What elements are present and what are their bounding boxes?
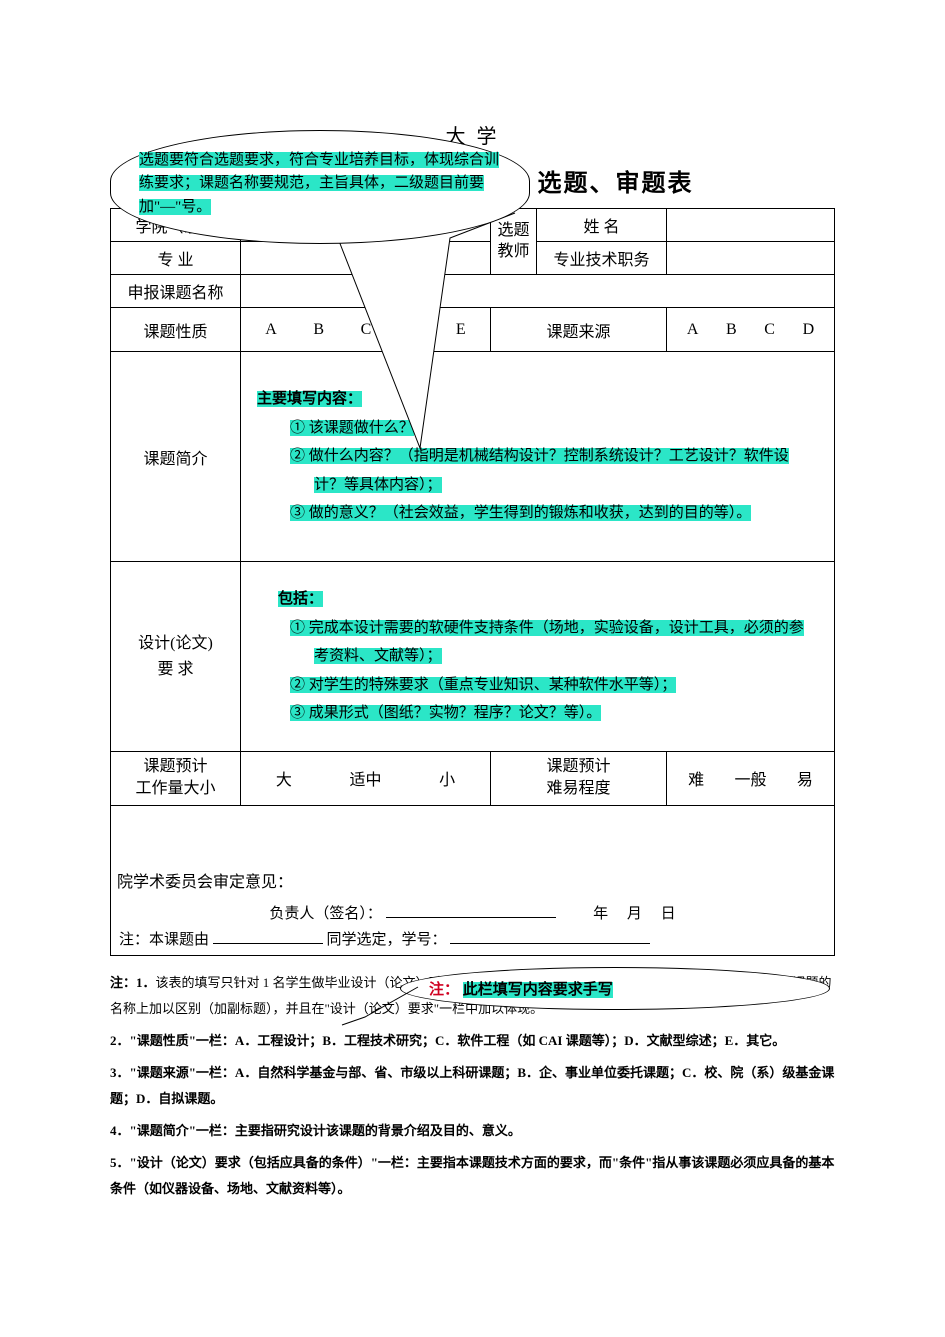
callout-top: 选题要符合选题要求，符合专业培养目标，体现综合训练要求；课题名称要规范，主旨具体… (110, 130, 530, 244)
form-table: 学院（系） 选题教师 姓 名 专 业 专业技术职务 申报课题名称 课题性质 A … (110, 208, 835, 956)
opt[interactable]: C (361, 321, 372, 339)
opt[interactable]: A (265, 321, 277, 339)
committee-sign-line: 负责人（签名）： 年 月 日 (111, 902, 834, 923)
field-workload[interactable]: 大 适中 小 (241, 752, 491, 806)
label-name: 姓 名 (537, 209, 667, 242)
committee-note-prefix: 注： (429, 982, 459, 998)
field-name[interactable] (667, 209, 835, 242)
field-topic-name[interactable] (241, 275, 835, 308)
label-req: 设计(论文) 要 求 (111, 562, 241, 752)
assign-line: 注：本课题由 同学选定，学号： (119, 928, 826, 949)
opt[interactable]: 难 (688, 766, 704, 790)
footnote-5: 5．"设计（论文）要求（包括应具备的条件）"一栏：主要指本课题技术方面的要求，而… (110, 1150, 835, 1202)
intro-heading: 主要填写内容： (257, 391, 362, 407)
label-major: 专 业 (111, 242, 241, 275)
opt[interactable]: D (408, 321, 420, 339)
opt[interactable]: 小 (439, 766, 455, 790)
label-difficulty: 课题预计 难易程度 (491, 752, 667, 806)
intro-item: ② 做什么内容？（指明是机械结构设计？控制系统设计？工艺设计？软件设计？等具体内… (290, 448, 789, 493)
req-item: ② 对学生的特殊要求（重点专业知识、某种软件水平等）； (290, 677, 676, 693)
footnote-2: 2．"课题性质"一栏：A．工程设计；B．工程技术研究；C．软件工程（如 CAI … (110, 1028, 835, 1054)
field-nature[interactable]: A B C D E (241, 308, 491, 352)
committee-cell[interactable]: 院学术委员会审定意见： 负责人（签名）： 年 月 日 注：本课题由 同学选定，学… (111, 805, 835, 955)
opt[interactable]: D (803, 321, 815, 339)
field-difficulty[interactable]: 难 一般 易 (667, 752, 835, 806)
label-nature: 课题性质 (111, 308, 241, 352)
table-row: 课题性质 A B C D E 课题来源 A B C D (111, 308, 835, 352)
committee-heading: 院学术委员会审定意见： (117, 868, 828, 892)
intro-item: ① 该课题做什么？ (290, 420, 414, 436)
req-item: ③ 成果形式（图纸？实物？程序？论文？等）。 (290, 705, 601, 721)
table-row: 课题简介 主要填写内容： ① 该课题做什么？ ② 做什么内容？（指明是机械结构设… (111, 352, 835, 562)
opt[interactable]: 适中 (349, 766, 381, 790)
field-prof-title[interactable] (667, 242, 835, 275)
req-item: ① 完成本设计需要的软硬件支持条件（场地，实验设备，设计工具，必须的参考资料、文… (290, 620, 804, 665)
field-major[interactable] (241, 242, 491, 275)
field-source[interactable]: A B C D (667, 308, 835, 352)
opt[interactable]: 一般 (734, 766, 766, 790)
assign-name-blank[interactable] (213, 943, 323, 944)
footnote-4: 4．"课题简介"一栏：主要指研究设计该课题的背景介绍及目的、意义。 (110, 1118, 835, 1144)
callout-top-text: 选题要符合选题要求，符合专业培养目标，体现综合训练要求；课题名称要规范，主旨具体… (139, 152, 499, 215)
sign-blank[interactable] (386, 917, 556, 918)
opt[interactable]: A (687, 321, 699, 339)
table-row: 专 业 专业技术职务 (111, 242, 835, 275)
opt[interactable]: 大 (276, 766, 292, 790)
label-intro: 课题简介 (111, 352, 241, 562)
opt[interactable]: B (313, 321, 324, 339)
table-row: 设计(论文) 要 求 包括： ① 完成本设计需要的软硬件支持条件（场地，实验设备… (111, 562, 835, 752)
assign-id-blank[interactable] (450, 943, 650, 944)
footnote-lead: 注：1． (110, 975, 156, 990)
table-row: 院学术委员会审定意见： 负责人（签名）： 年 月 日 注：本课题由 同学选定，学… (111, 805, 835, 955)
field-req[interactable]: 包括： ① 完成本设计需要的软硬件支持条件（场地，实验设备，设计工具，必须的参考… (241, 562, 835, 752)
table-row: 课题预计 工作量大小 大 适中 小 课题预计 难易程度 难 一般 易 (111, 752, 835, 806)
label-workload: 课题预计 工作量大小 (111, 752, 241, 806)
opt[interactable]: E (456, 321, 466, 339)
label-prof-title: 专业技术职务 (537, 242, 667, 275)
opt[interactable]: 易 (797, 766, 813, 790)
table-row: 申报课题名称 (111, 275, 835, 308)
label-topic-name: 申报课题名称 (111, 275, 241, 308)
intro-item: ③ 做的意义？（社会效益，学生得到的锻炼和收获，达到的目的等）。 (290, 505, 751, 521)
label-source: 课题来源 (491, 308, 667, 352)
field-intro[interactable]: 主要填写内容： ① 该课题做什么？ ② 做什么内容？（指明是机械结构设计？控制系… (241, 352, 835, 562)
committee-note-text: 此栏填写内容要求手写 (463, 982, 613, 998)
opt[interactable]: C (764, 321, 775, 339)
callout-committee: 注： 此栏填写内容要求手写 (400, 967, 830, 1010)
req-heading: 包括： (278, 591, 323, 607)
opt[interactable]: B (726, 321, 737, 339)
footnote-3: 3．"课题来源"一栏：A．自然科学基金与部、省、市级以上科研课题；B．企、事业单… (110, 1060, 835, 1112)
